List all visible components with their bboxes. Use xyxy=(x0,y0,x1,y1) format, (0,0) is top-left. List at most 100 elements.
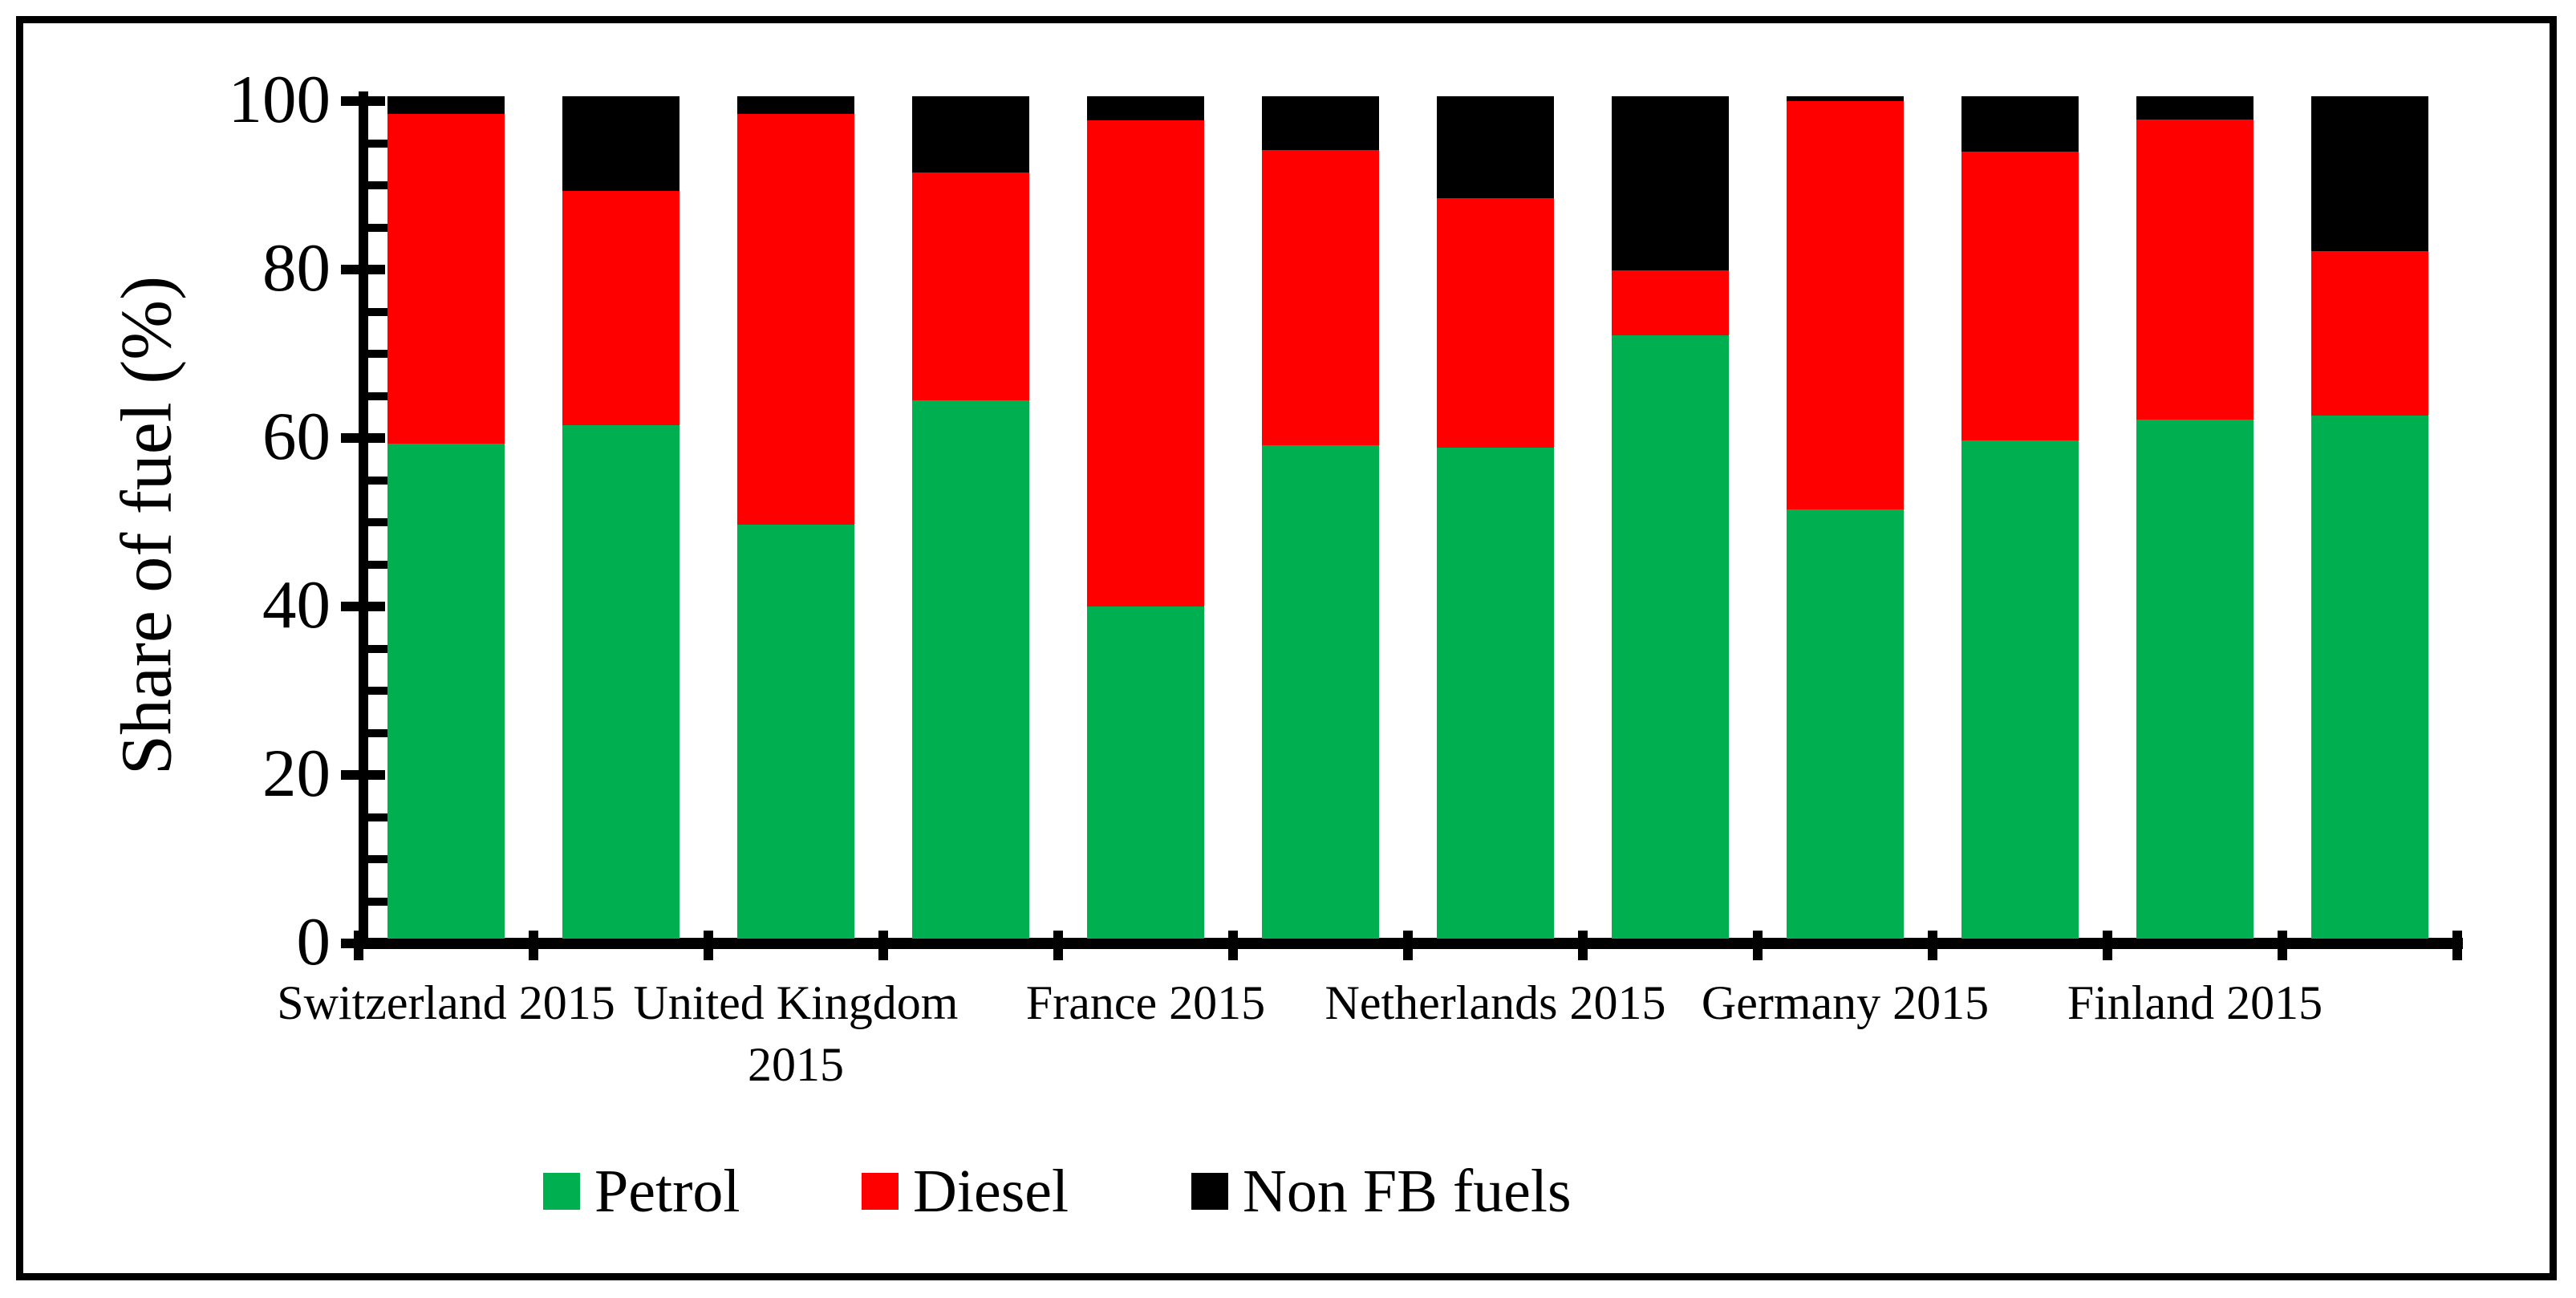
y-axis-tick-label: 40 xyxy=(262,567,331,643)
y-axis-tick-label: 100 xyxy=(228,62,331,138)
bar-segment-non-fb-fuels xyxy=(1612,96,1729,271)
y-axis-line xyxy=(359,91,368,949)
bar-segment-diesel xyxy=(1612,270,1729,336)
legend-item-non-fb-fuels: Non FB fuels xyxy=(1191,1158,1572,1225)
x-axis-category-label: Germany 2015 xyxy=(1701,976,1990,1029)
y-axis-minor-tick xyxy=(368,687,387,695)
y-axis-minor-tick xyxy=(368,560,387,569)
bar-segment-diesel xyxy=(387,114,505,444)
bar-segment-diesel xyxy=(1437,198,1554,448)
bar-segment-petrol xyxy=(1262,444,1379,939)
x-axis-tick xyxy=(1928,931,1937,960)
bar-segment-non-fb-fuels xyxy=(1961,96,2079,152)
legend-swatch-icon xyxy=(862,1173,899,1210)
stacked-bar xyxy=(2311,96,2428,939)
y-axis-tick-label: 0 xyxy=(296,904,331,980)
legend-label: Non FB fuels xyxy=(1243,1157,1572,1225)
bar-segment-petrol xyxy=(1961,440,2079,939)
y-axis-minor-tick xyxy=(368,644,387,653)
stacked-bar xyxy=(1087,96,1204,939)
x-axis-category-label: Netherlands 2015 xyxy=(1325,976,1666,1029)
stacked-bar xyxy=(1437,96,1554,939)
bar-segment-petrol xyxy=(1787,509,1904,939)
legend-label: Petrol xyxy=(594,1157,740,1225)
x-axis-tick xyxy=(1228,931,1238,960)
y-axis-minor-tick xyxy=(368,855,387,863)
stacked-bar xyxy=(387,96,505,939)
bar-segment-petrol xyxy=(2311,415,2428,939)
x-axis-tick xyxy=(2103,931,2112,960)
bar-segment-diesel xyxy=(562,190,679,425)
y-axis-minor-tick xyxy=(368,518,387,526)
x-axis-tick xyxy=(529,931,538,960)
stacked-bar xyxy=(737,96,854,939)
bar-segment-non-fb-fuels xyxy=(387,96,505,115)
legend-swatch-icon xyxy=(1191,1173,1228,1210)
x-axis-tick xyxy=(1578,931,1588,960)
y-axis-tick-label: 20 xyxy=(262,736,331,812)
legend-item-diesel: Diesel xyxy=(862,1158,1069,1225)
x-axis-category-label: Switzerland 2015 xyxy=(277,976,615,1029)
x-axis-category-label: Finland 2015 xyxy=(2067,976,2323,1029)
stacked-bar xyxy=(2136,96,2253,939)
y-axis-tick-label: 60 xyxy=(262,399,331,475)
y-axis-minor-tick xyxy=(368,350,387,358)
y-axis-major-tick xyxy=(341,433,385,443)
x-axis-tick xyxy=(354,931,363,960)
x-axis-category-label: France 2015 xyxy=(1025,976,1266,1029)
x-axis-tick xyxy=(704,931,713,960)
x-axis-tick xyxy=(878,931,888,960)
legend-label: Diesel xyxy=(913,1157,1069,1225)
y-axis-minor-tick xyxy=(368,476,387,485)
x-axis-tick xyxy=(1403,931,1413,960)
x-axis-tick xyxy=(1053,931,1063,960)
y-axis-major-tick xyxy=(341,602,385,611)
y-axis-title: Share of fuel (%) xyxy=(107,275,187,776)
bar-segment-diesel xyxy=(1787,101,1904,509)
bar-segment-petrol xyxy=(562,424,679,939)
bar-segment-petrol xyxy=(1087,606,1204,939)
y-axis-minor-tick xyxy=(368,391,387,400)
bar-segment-diesel xyxy=(2311,251,2428,416)
y-axis-minor-tick xyxy=(368,139,387,148)
bar-segment-non-fb-fuels xyxy=(2136,96,2253,120)
bar-segment-diesel xyxy=(737,114,854,525)
y-axis-major-tick xyxy=(341,96,385,106)
y-axis-minor-tick xyxy=(368,181,387,189)
y-axis-minor-tick xyxy=(368,307,387,316)
bar-segment-petrol xyxy=(737,525,854,939)
bar-segment-non-fb-fuels xyxy=(1437,96,1554,199)
legend-item-petrol: Petrol xyxy=(543,1158,740,1225)
bar-segment-diesel xyxy=(2136,120,2253,420)
x-axis-tick xyxy=(1753,931,1763,960)
bar-segment-petrol xyxy=(1612,335,1729,939)
bar-segment-diesel xyxy=(1087,120,1204,607)
bar-segment-non-fb-fuels xyxy=(1787,96,1904,102)
stacked-bar xyxy=(562,96,679,939)
bar-segment-non-fb-fuels xyxy=(1087,96,1204,121)
bar-segment-non-fb-fuels xyxy=(2311,96,2428,252)
bar-segment-diesel xyxy=(1262,150,1379,445)
bar-segment-diesel xyxy=(912,172,1029,401)
x-axis-category-label: United Kingdom 2015 xyxy=(633,976,959,1091)
stacked-bar xyxy=(912,96,1029,939)
y-axis-minor-tick xyxy=(368,223,387,232)
stacked-bar xyxy=(1961,96,2079,939)
stacked-bar xyxy=(1612,96,1729,939)
bar-segment-petrol xyxy=(912,400,1029,939)
bar-segment-non-fb-fuels xyxy=(912,96,1029,172)
y-axis-minor-tick xyxy=(368,897,387,906)
y-axis-minor-tick xyxy=(368,728,387,737)
bar-segment-petrol xyxy=(2136,420,2253,939)
x-axis-tick xyxy=(2278,931,2287,960)
stacked-bar xyxy=(1262,96,1379,939)
legend-swatch-icon xyxy=(543,1173,580,1210)
bar-segment-diesel xyxy=(1961,152,2079,441)
y-axis-tick-label: 80 xyxy=(262,230,331,306)
bar-segment-non-fb-fuels xyxy=(737,96,854,115)
chart-frame-border xyxy=(16,16,2557,1280)
y-axis-major-tick xyxy=(341,770,385,780)
x-axis-tick xyxy=(2452,931,2462,960)
bar-segment-non-fb-fuels xyxy=(562,96,679,191)
